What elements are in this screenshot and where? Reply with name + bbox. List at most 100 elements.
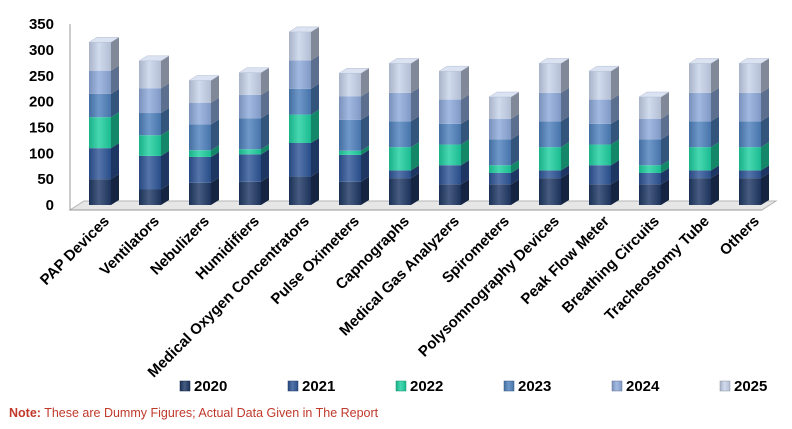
bar-segment-2020 xyxy=(289,176,311,205)
y-tick-label: 350 xyxy=(29,16,54,33)
bar-segment-side xyxy=(311,171,319,205)
legend-label: 2025 xyxy=(734,378,767,395)
bar-segment-2025 xyxy=(89,42,111,71)
bar-segment-2023 xyxy=(239,118,261,150)
bar-segment-side xyxy=(611,118,619,145)
bar-segment-side xyxy=(711,173,719,205)
bar-segment-2022 xyxy=(739,147,761,171)
bar-segment-side xyxy=(361,149,369,182)
bar-segment-2021 xyxy=(339,154,361,182)
bar-segment-2022 xyxy=(339,150,361,155)
bar-segment-2023 xyxy=(739,121,761,148)
bar-segment-side xyxy=(661,92,669,119)
bar-segment-2021 xyxy=(539,170,561,179)
bar-segment-side xyxy=(361,176,369,205)
bar-segment-side xyxy=(161,184,169,205)
bar-segment-side xyxy=(411,173,419,205)
bar-segment-side xyxy=(561,87,569,122)
bar-top-cap xyxy=(188,75,220,81)
bar-segment-side xyxy=(111,143,119,180)
bar-stack xyxy=(588,65,620,205)
bar-segment-2021 xyxy=(389,170,411,179)
bar-segment-side xyxy=(761,87,769,122)
bar-top-cap xyxy=(388,58,420,64)
bar-segment-side xyxy=(461,94,469,124)
legend-label: 2024 xyxy=(626,378,660,395)
bar-segment-side xyxy=(511,92,519,119)
bar-top-cap xyxy=(488,91,520,98)
bar-segment-2025 xyxy=(739,63,761,93)
bar-stack xyxy=(138,55,170,205)
bar-segment-2022 xyxy=(639,165,661,173)
bar-segment-side xyxy=(711,116,719,148)
bar-segment-2024 xyxy=(89,70,111,94)
bar-segment-side xyxy=(111,88,119,118)
bar-segment-side xyxy=(261,149,269,182)
bar-segment-side xyxy=(711,165,719,179)
bar-segment-side xyxy=(211,151,219,183)
bar-segment-2024 xyxy=(139,88,161,114)
bar-stack xyxy=(538,58,570,205)
y-tick-label: 100 xyxy=(29,145,54,162)
legend-label: 2021 xyxy=(302,378,335,395)
bar-stack xyxy=(738,58,770,205)
bar-segment-side xyxy=(411,87,419,122)
bar-segment-2020 xyxy=(439,184,461,205)
bar-segment-2020 xyxy=(489,184,511,205)
y-tick-label: 200 xyxy=(29,94,54,111)
bar-top-cap xyxy=(288,26,320,33)
bar-top-cap xyxy=(238,67,270,73)
bar-segment-2025 xyxy=(689,63,711,93)
bar-top-cap xyxy=(138,55,170,62)
bar-segment-side xyxy=(311,83,319,115)
bar-segment-side xyxy=(461,179,469,205)
legend-swatch-2024 xyxy=(611,380,623,392)
bar-segment-2020 xyxy=(639,184,661,205)
bar-segment-side xyxy=(511,113,519,140)
bar-segment-2022 xyxy=(139,135,161,156)
category-label: Pulse Oximeters xyxy=(268,213,363,308)
bar-segment-2024 xyxy=(689,92,711,122)
legend-label: 2022 xyxy=(410,378,443,395)
bar-segment-2022 xyxy=(89,117,111,149)
bar-segment-side xyxy=(111,112,119,149)
bar-segment-2023 xyxy=(589,123,611,145)
bar-segment-2023 xyxy=(539,121,561,148)
bar-segment-2023 xyxy=(289,88,311,115)
bar-segment-2025 xyxy=(389,63,411,93)
bar-segment-2023 xyxy=(689,121,711,148)
bar-stack xyxy=(488,91,520,205)
y-tick-label: 50 xyxy=(37,171,54,188)
bar-stack xyxy=(438,65,470,205)
bar-segment-2024 xyxy=(739,92,761,122)
bar-segment-2024 xyxy=(439,99,461,124)
bar-segment-side xyxy=(161,130,169,156)
bar-segment-side xyxy=(111,37,119,71)
bar-segment-2024 xyxy=(539,92,561,122)
bar-segment-side xyxy=(561,116,569,148)
bar-segment-2025 xyxy=(239,72,261,95)
bar-segment-2022 xyxy=(439,144,461,166)
bar-segment-side xyxy=(611,139,619,166)
bar-segment-side xyxy=(261,144,269,155)
bar-segment-2025 xyxy=(539,63,561,93)
bar-top-cap xyxy=(738,58,770,64)
bar-segment-side xyxy=(561,142,569,171)
bar-segment-side xyxy=(761,142,769,171)
category-label: Peak Flow Meter xyxy=(518,213,613,308)
bar-segment-side xyxy=(461,118,469,145)
bar-segment-side xyxy=(261,89,269,119)
bar-segment-2020 xyxy=(189,182,211,205)
bar-segment-side xyxy=(661,134,669,166)
bar-segment-side xyxy=(361,91,369,120)
bar-stack xyxy=(188,75,220,205)
bar-segment-side xyxy=(411,165,419,179)
bar-segment-side xyxy=(761,58,769,93)
bar-segment-2020 xyxy=(739,178,761,205)
bar-segment-side xyxy=(311,26,319,61)
bar-segment-side xyxy=(611,66,619,100)
bar-segment-side xyxy=(211,119,219,151)
bar-segment-2023 xyxy=(89,93,111,118)
bar-top-cap xyxy=(438,65,470,72)
bar-segment-2021 xyxy=(489,172,511,185)
